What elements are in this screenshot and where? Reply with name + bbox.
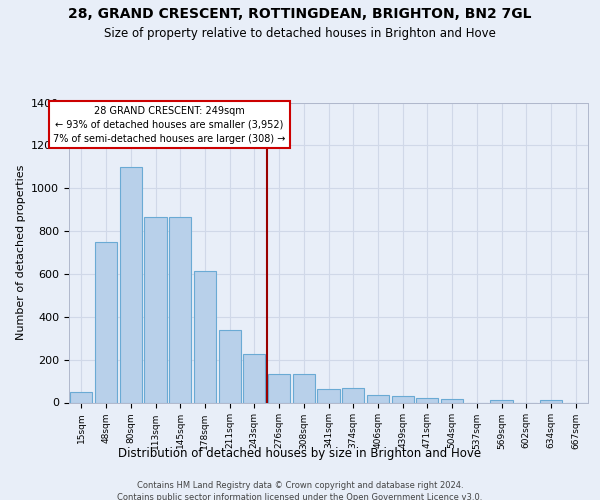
- Text: Distribution of detached houses by size in Brighton and Hove: Distribution of detached houses by size …: [118, 448, 482, 460]
- Bar: [342, 388, 364, 402]
- Bar: [441, 400, 463, 402]
- Y-axis label: Number of detached properties: Number of detached properties: [16, 165, 26, 340]
- Bar: [194, 270, 216, 402]
- Bar: [218, 330, 241, 402]
- Text: Contains public sector information licensed under the Open Government Licence v3: Contains public sector information licen…: [118, 492, 482, 500]
- Bar: [293, 374, 315, 402]
- Bar: [317, 388, 340, 402]
- Text: Contains HM Land Registry data © Crown copyright and database right 2024.: Contains HM Land Registry data © Crown c…: [137, 481, 463, 490]
- Bar: [169, 217, 191, 402]
- Bar: [145, 217, 167, 402]
- Bar: [416, 398, 439, 402]
- Bar: [119, 167, 142, 402]
- Bar: [540, 400, 562, 402]
- Text: 28 GRAND CRESCENT: 249sqm
← 93% of detached houses are smaller (3,952)
7% of sem: 28 GRAND CRESCENT: 249sqm ← 93% of detac…: [53, 106, 285, 144]
- Bar: [392, 396, 414, 402]
- Bar: [490, 400, 512, 402]
- Bar: [70, 392, 92, 402]
- Text: 28, GRAND CRESCENT, ROTTINGDEAN, BRIGHTON, BN2 7GL: 28, GRAND CRESCENT, ROTTINGDEAN, BRIGHTO…: [68, 8, 532, 22]
- Bar: [95, 242, 117, 402]
- Bar: [367, 395, 389, 402]
- Bar: [268, 374, 290, 402]
- Bar: [243, 354, 265, 403]
- Text: Size of property relative to detached houses in Brighton and Hove: Size of property relative to detached ho…: [104, 28, 496, 40]
